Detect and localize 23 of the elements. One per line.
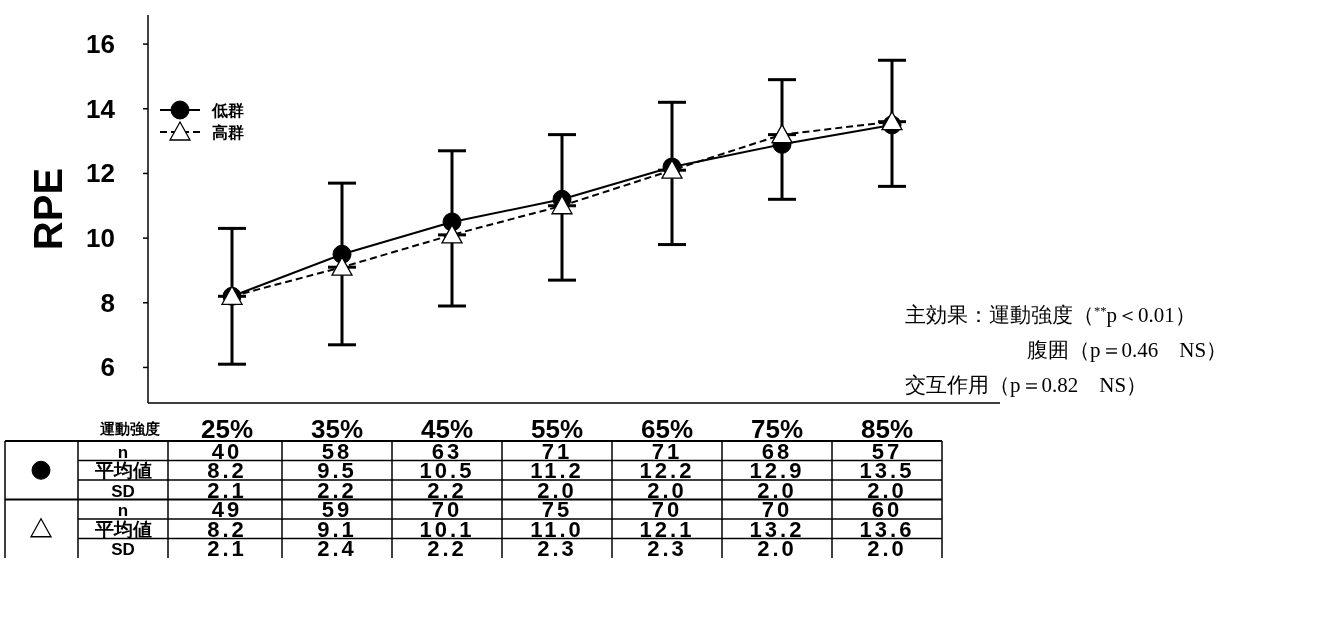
text: n [117, 501, 129, 520]
x-axis-title: 運動強度 [99, 420, 160, 437]
annotation: 交互作用（p＝0.82 NS） [905, 373, 1148, 397]
y-tick-label: 10 [86, 223, 115, 254]
annotation: 主効果：運動強度（$^{**}$p＜0.01） [905, 303, 1196, 327]
y-tick-label: 16 [86, 29, 115, 60]
point [331, 256, 353, 276]
y-tick-label: 12 [86, 158, 115, 189]
y-tick-label: 6 [100, 352, 115, 383]
legend-label: 高群 [212, 123, 244, 141]
y-axis-title: RPE [26, 167, 70, 251]
text: n [117, 442, 129, 462]
legend-label: 低群 [211, 102, 244, 119]
point [551, 195, 573, 215]
y-tick-label: 8 [100, 287, 115, 318]
y-tick-label: 14 [86, 93, 116, 124]
text: SD [111, 540, 135, 559]
text: 平均値 [94, 518, 152, 540]
text: 平均値 [93, 460, 152, 481]
text: SD [111, 481, 135, 501]
text: 腹囲（p＝0.46 NS） [1027, 338, 1228, 362]
point [441, 224, 463, 244]
point [771, 123, 793, 144]
